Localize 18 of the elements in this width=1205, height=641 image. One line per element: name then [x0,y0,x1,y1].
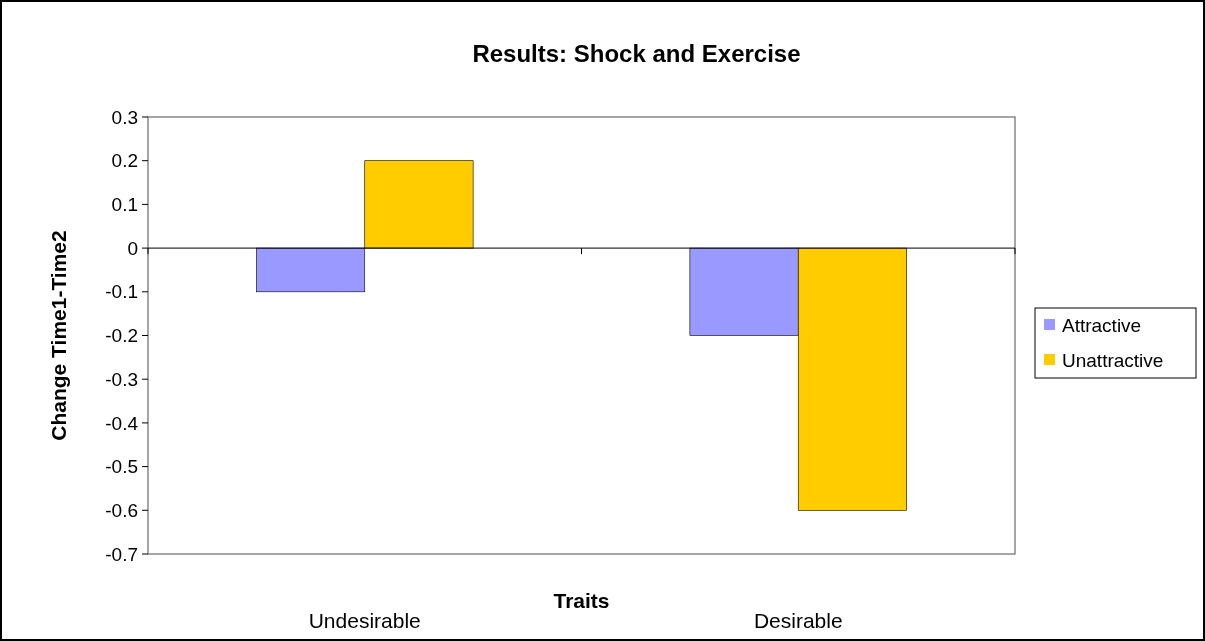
y-tick-label: -0.2 [105,325,138,347]
y-tick-label: -0.6 [105,499,138,521]
y-tick-label: -0.3 [105,368,138,390]
x-axis-title: Traits [553,589,610,612]
legend-label: Unattractive [1062,349,1164,371]
x-tick-label: Undesirable [308,609,421,632]
y-tick-label: -0.7 [105,543,138,565]
y-tick-label: 0 [127,237,138,259]
chart-title: Results: Shock and Exercise [472,40,801,67]
y-tick-label: -0.1 [105,281,138,303]
y-tick-label: -0.5 [105,456,138,478]
y-axis-title: Change Time1-Time2 [47,230,70,441]
y-tick-label: 0.3 [111,106,138,128]
x-tick-label: Desirable [753,609,843,632]
y-tick-label: 0.2 [111,150,138,172]
y-tick-label: 0.1 [111,194,138,216]
y-tick-label: -0.4 [105,412,139,434]
legend-label: Attractive [1062,314,1142,336]
